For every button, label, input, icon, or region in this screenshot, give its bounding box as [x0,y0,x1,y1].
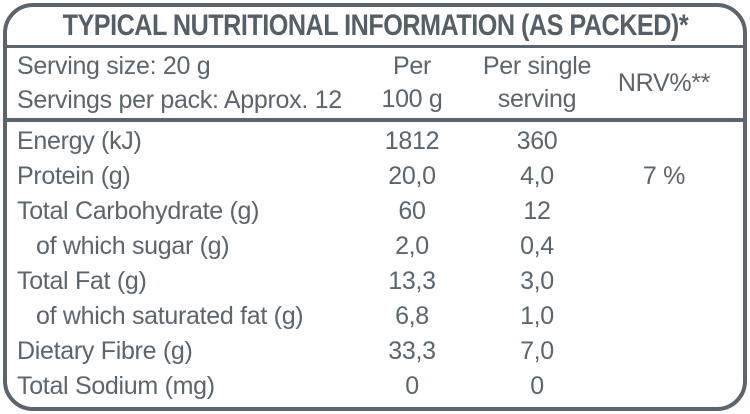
per-100g-value: 60 [398,197,426,225]
table-row: Dietary Fibre (g) 33,3 7,0 [7,334,743,369]
per-serving-value: 1,0 [520,302,554,330]
table-row: Protein (g) 20,0 4,0 7 % [7,159,743,194]
per-100g-value: 13,3 [388,267,436,295]
nutrient-label: Protein (g) [17,162,131,190]
per-serving-value: 0,4 [520,232,554,260]
serving-info: Serving size: 20 g Servings per pack: Ap… [7,49,353,117]
column-header-per-100g: Per 100 g [381,52,443,113]
per-100g-value: 20,0 [388,162,436,190]
per-serving-value: 12 [523,197,551,225]
nrv-value: 7 % [642,162,686,190]
table-row: Energy (kJ) 1812 360 [7,124,743,159]
nutrient-label: Total Fat (g) [17,267,147,295]
per-100g-value: 1812 [384,127,440,155]
nutrient-label: Total Carbohydrate (g) [17,197,260,225]
per-serving-value: 3,0 [520,267,554,295]
nutrient-label: Total Sodium (mg) [17,372,215,400]
per-serving-value: 0 [530,372,544,400]
table-row: Total Carbohydrate (g) 60 12 [7,194,743,229]
per-100g-value: 2,0 [395,232,429,260]
table-header: Serving size: 20 g Servings per pack: Ap… [7,48,743,122]
nutrition-label: TYPICAL NUTRITIONAL INFORMATION (AS PACK… [3,3,747,411]
nutrient-label: Energy (kJ) [17,127,142,155]
servings-per-pack-text: Servings per pack: Approx. 12 [17,86,342,114]
label-title: TYPICAL NUTRITIONAL INFORMATION (AS PACK… [62,9,688,42]
per-100g-value: 0 [405,372,419,400]
per-serving-value: 7,0 [520,337,554,365]
per-100g-value: 6,8 [395,302,429,330]
per-serving-value: 4,0 [520,162,554,190]
column-header-per-serving: Per single serving [482,52,592,113]
column-header-nrv: NRV%** [617,68,711,97]
table-row: Total Fat (g) 13,3 3,0 [7,264,743,299]
nutrient-label: of which sugar (g) [36,232,230,260]
table-row: of which sugar (g) 2,0 0,4 [7,229,743,264]
table-row: of which saturated fat (g) 6,8 1,0 [7,299,743,334]
per-100g-value: 33,3 [388,337,436,365]
label-title-band: TYPICAL NUTRITIONAL INFORMATION (AS PACK… [7,7,743,48]
nutrient-table-body: Energy (kJ) 1812 360 Protein (g) 20,0 4,… [7,122,743,407]
nutrient-label: of which saturated fat (g) [36,302,304,330]
serving-size-text: Serving size: 20 g [17,52,211,80]
table-row: Total Sodium (mg) 0 0 [7,369,743,404]
nutrient-label: Dietary Fibre (g) [17,337,193,365]
per-serving-value: 360 [516,127,558,155]
